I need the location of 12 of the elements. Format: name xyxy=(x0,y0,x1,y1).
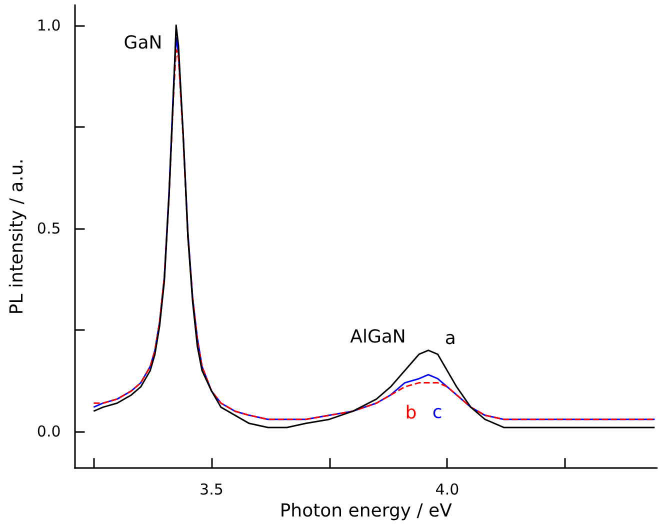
series-label: b xyxy=(405,402,417,424)
y-axis-title: PL intensity / a.u. xyxy=(6,158,28,315)
x-tick-label: 3.5 xyxy=(200,480,224,499)
annotation: AlGaN xyxy=(350,326,406,348)
y-tick-label: 1.0 xyxy=(36,16,61,34)
x-axis-title: Photon energy / eV xyxy=(280,500,453,522)
y-tick-label: 0.0 xyxy=(36,422,61,441)
y-tick-label: 0.5 xyxy=(36,219,61,238)
series-label: c xyxy=(432,402,442,424)
series-label: a xyxy=(444,328,456,349)
annotation: GaN xyxy=(124,32,162,54)
x-tick-label: 4.0 xyxy=(435,480,460,499)
